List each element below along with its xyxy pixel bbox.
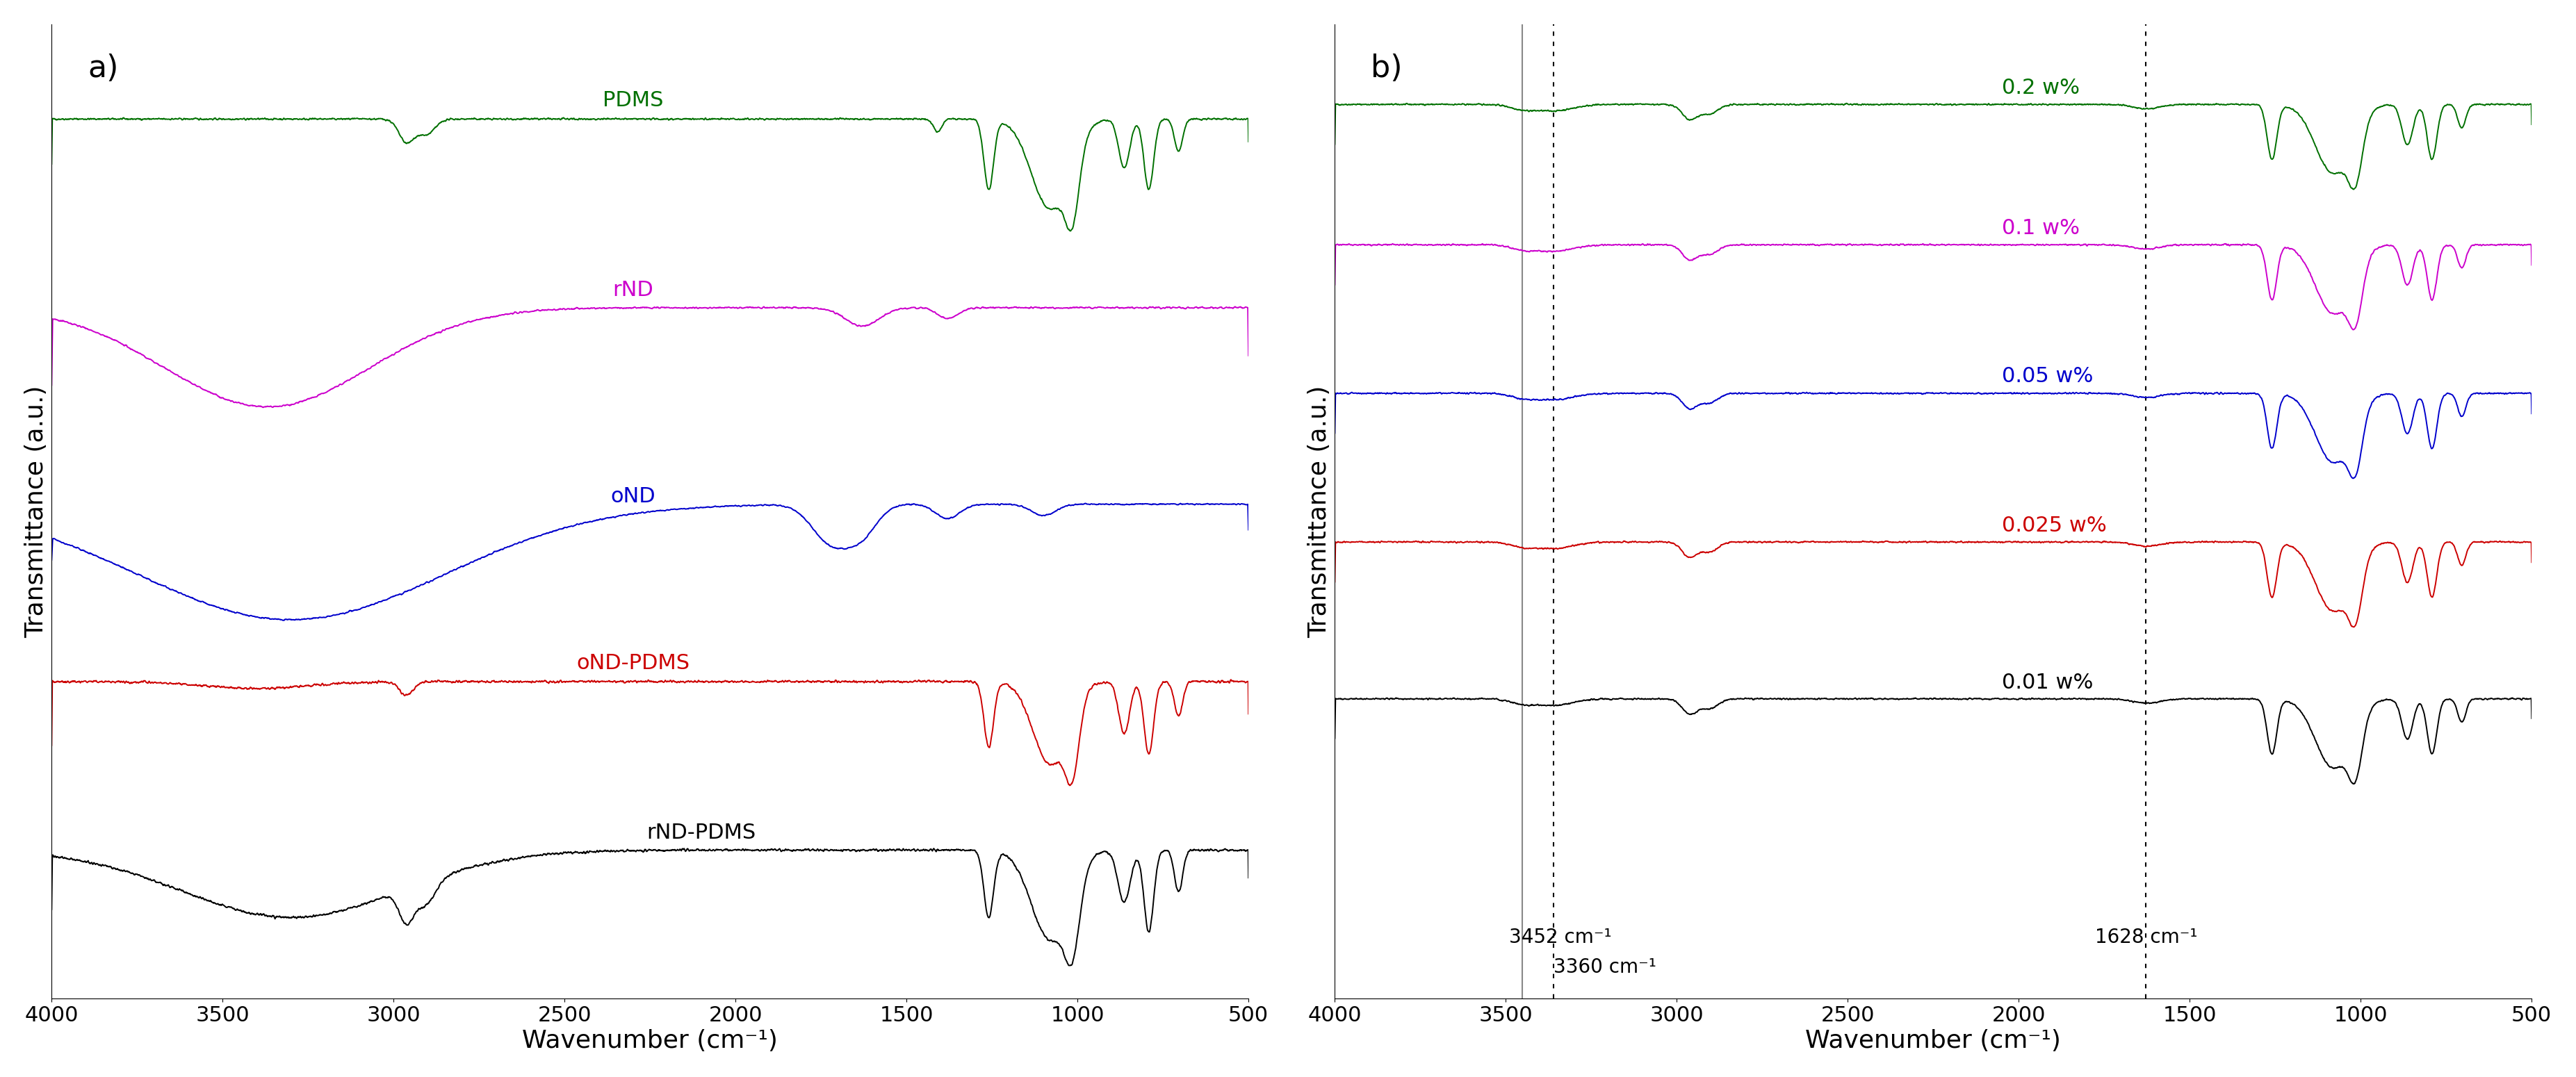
Text: 0.05 w%: 0.05 w%	[2002, 366, 2092, 387]
Text: 3452 cm⁻¹: 3452 cm⁻¹	[1510, 927, 1613, 947]
Text: PDMS: PDMS	[603, 90, 665, 111]
Text: 0.1 w%: 0.1 w%	[2002, 218, 2079, 238]
Y-axis label: Transmittance (a.u.): Transmittance (a.u.)	[23, 386, 49, 638]
Text: 1628 cm⁻¹: 1628 cm⁻¹	[2094, 927, 2197, 947]
Text: rND-PDMS: rND-PDMS	[647, 823, 755, 842]
Text: 0.025 w%: 0.025 w%	[2002, 516, 2107, 535]
X-axis label: Wavenumber (cm⁻¹): Wavenumber (cm⁻¹)	[1806, 1030, 2061, 1053]
Text: rND: rND	[613, 280, 654, 299]
Text: 0.2 w%: 0.2 w%	[2002, 78, 2079, 98]
Text: oND: oND	[611, 486, 654, 506]
Text: b): b)	[1370, 54, 1401, 83]
Text: oND-PDMS: oND-PDMS	[577, 653, 690, 673]
Text: a): a)	[88, 54, 118, 83]
Text: 0.01 w%: 0.01 w%	[2002, 672, 2092, 693]
Text: 3360 cm⁻¹: 3360 cm⁻¹	[1553, 957, 1656, 977]
X-axis label: Wavenumber (cm⁻¹): Wavenumber (cm⁻¹)	[523, 1030, 778, 1053]
Y-axis label: Transmittance (a.u.): Transmittance (a.u.)	[1306, 386, 1332, 638]
